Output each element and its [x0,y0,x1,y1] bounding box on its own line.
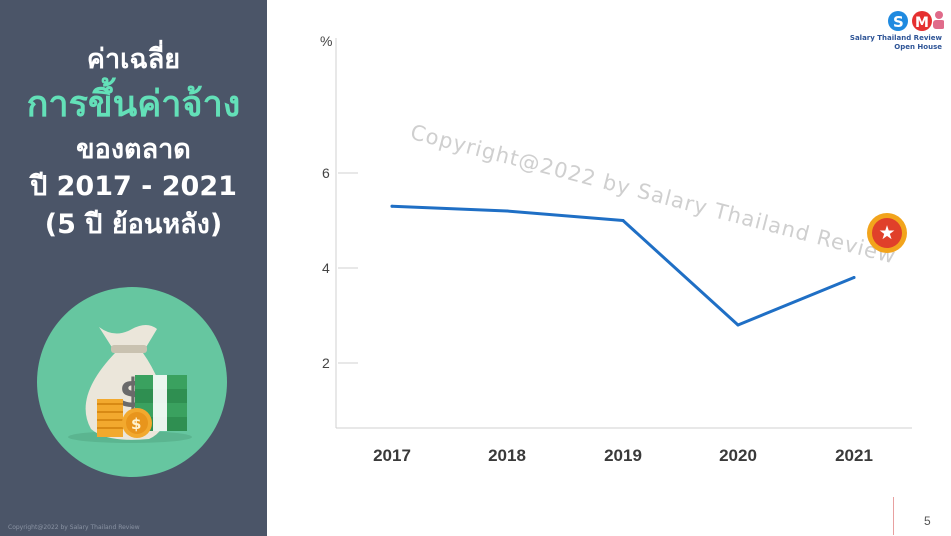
data-point-2018 [505,209,509,213]
title-block: ค่าเฉลี่ย การขึ้นค่าจ้าง ของตลาด ปี 2017… [0,40,267,244]
money-bag-icon: $ $ [68,325,192,443]
title-line-4: ปี 2017 - 2021 [30,171,237,202]
x-tick-label-2019: 2019 [604,446,642,465]
title-line-1: ค่าเฉลี่ย [86,44,181,75]
page-divider [893,497,894,535]
x-tick-label-2017: 2017 [373,446,411,465]
money-illustration-circle: $ $ [37,287,227,477]
data-point-2020 [736,323,740,327]
title-line-3: ของตลาด [76,134,191,165]
title-line-5: (5 ปี ย้อนหลัง) [44,209,223,240]
person-logo-icon [933,11,945,29]
series-line [390,204,856,327]
y-tick-label-1: 4 [322,260,330,276]
svg-text:S: S [893,13,904,31]
x-ticks: 2017 2018 2019 2020 2021 [373,446,873,465]
brand-text: Salary Thailand Review Open House [850,34,942,52]
svg-text:$: $ [131,415,141,433]
line-chart: % 2 4 6 2017 2018 2019 2020 2021 [320,33,912,465]
data-point-2021 [852,276,856,279]
page-number: 5 [924,514,931,528]
y-tick-label-2: 6 [322,165,330,181]
title-line-2: การขึ้นค่าจ้าง [26,84,241,125]
y-tick-label-0: 2 [322,355,330,371]
x-tick-label-2018: 2018 [488,446,526,465]
brand-line-2: Open House [894,43,942,51]
star-badge: ★ [867,213,907,253]
s-logo-icon: S [888,11,908,31]
y-axis-unit-label: % [320,33,332,49]
data-point-2019 [621,219,625,222]
x-tick-label-2020: 2020 [719,446,757,465]
x-tick-label-2021: 2021 [835,446,873,465]
series-points [390,204,856,327]
footer-copyright: Copyright@2022 by Salary Thailand Review [8,524,140,531]
data-point-2017 [390,204,394,208]
brand-line-1: Salary Thailand Review [849,34,942,42]
brand-logos: S M [834,8,945,34]
left-panel: ค่าเฉลี่ย การขึ้นค่าจ้าง ของตลาด ปี 2017… [0,0,267,536]
star-icon: ★ [872,218,902,248]
m-logo-icon: M [912,11,932,31]
y-ticks: 2 4 6 [322,165,358,371]
svg-text:M: M [915,15,929,31]
